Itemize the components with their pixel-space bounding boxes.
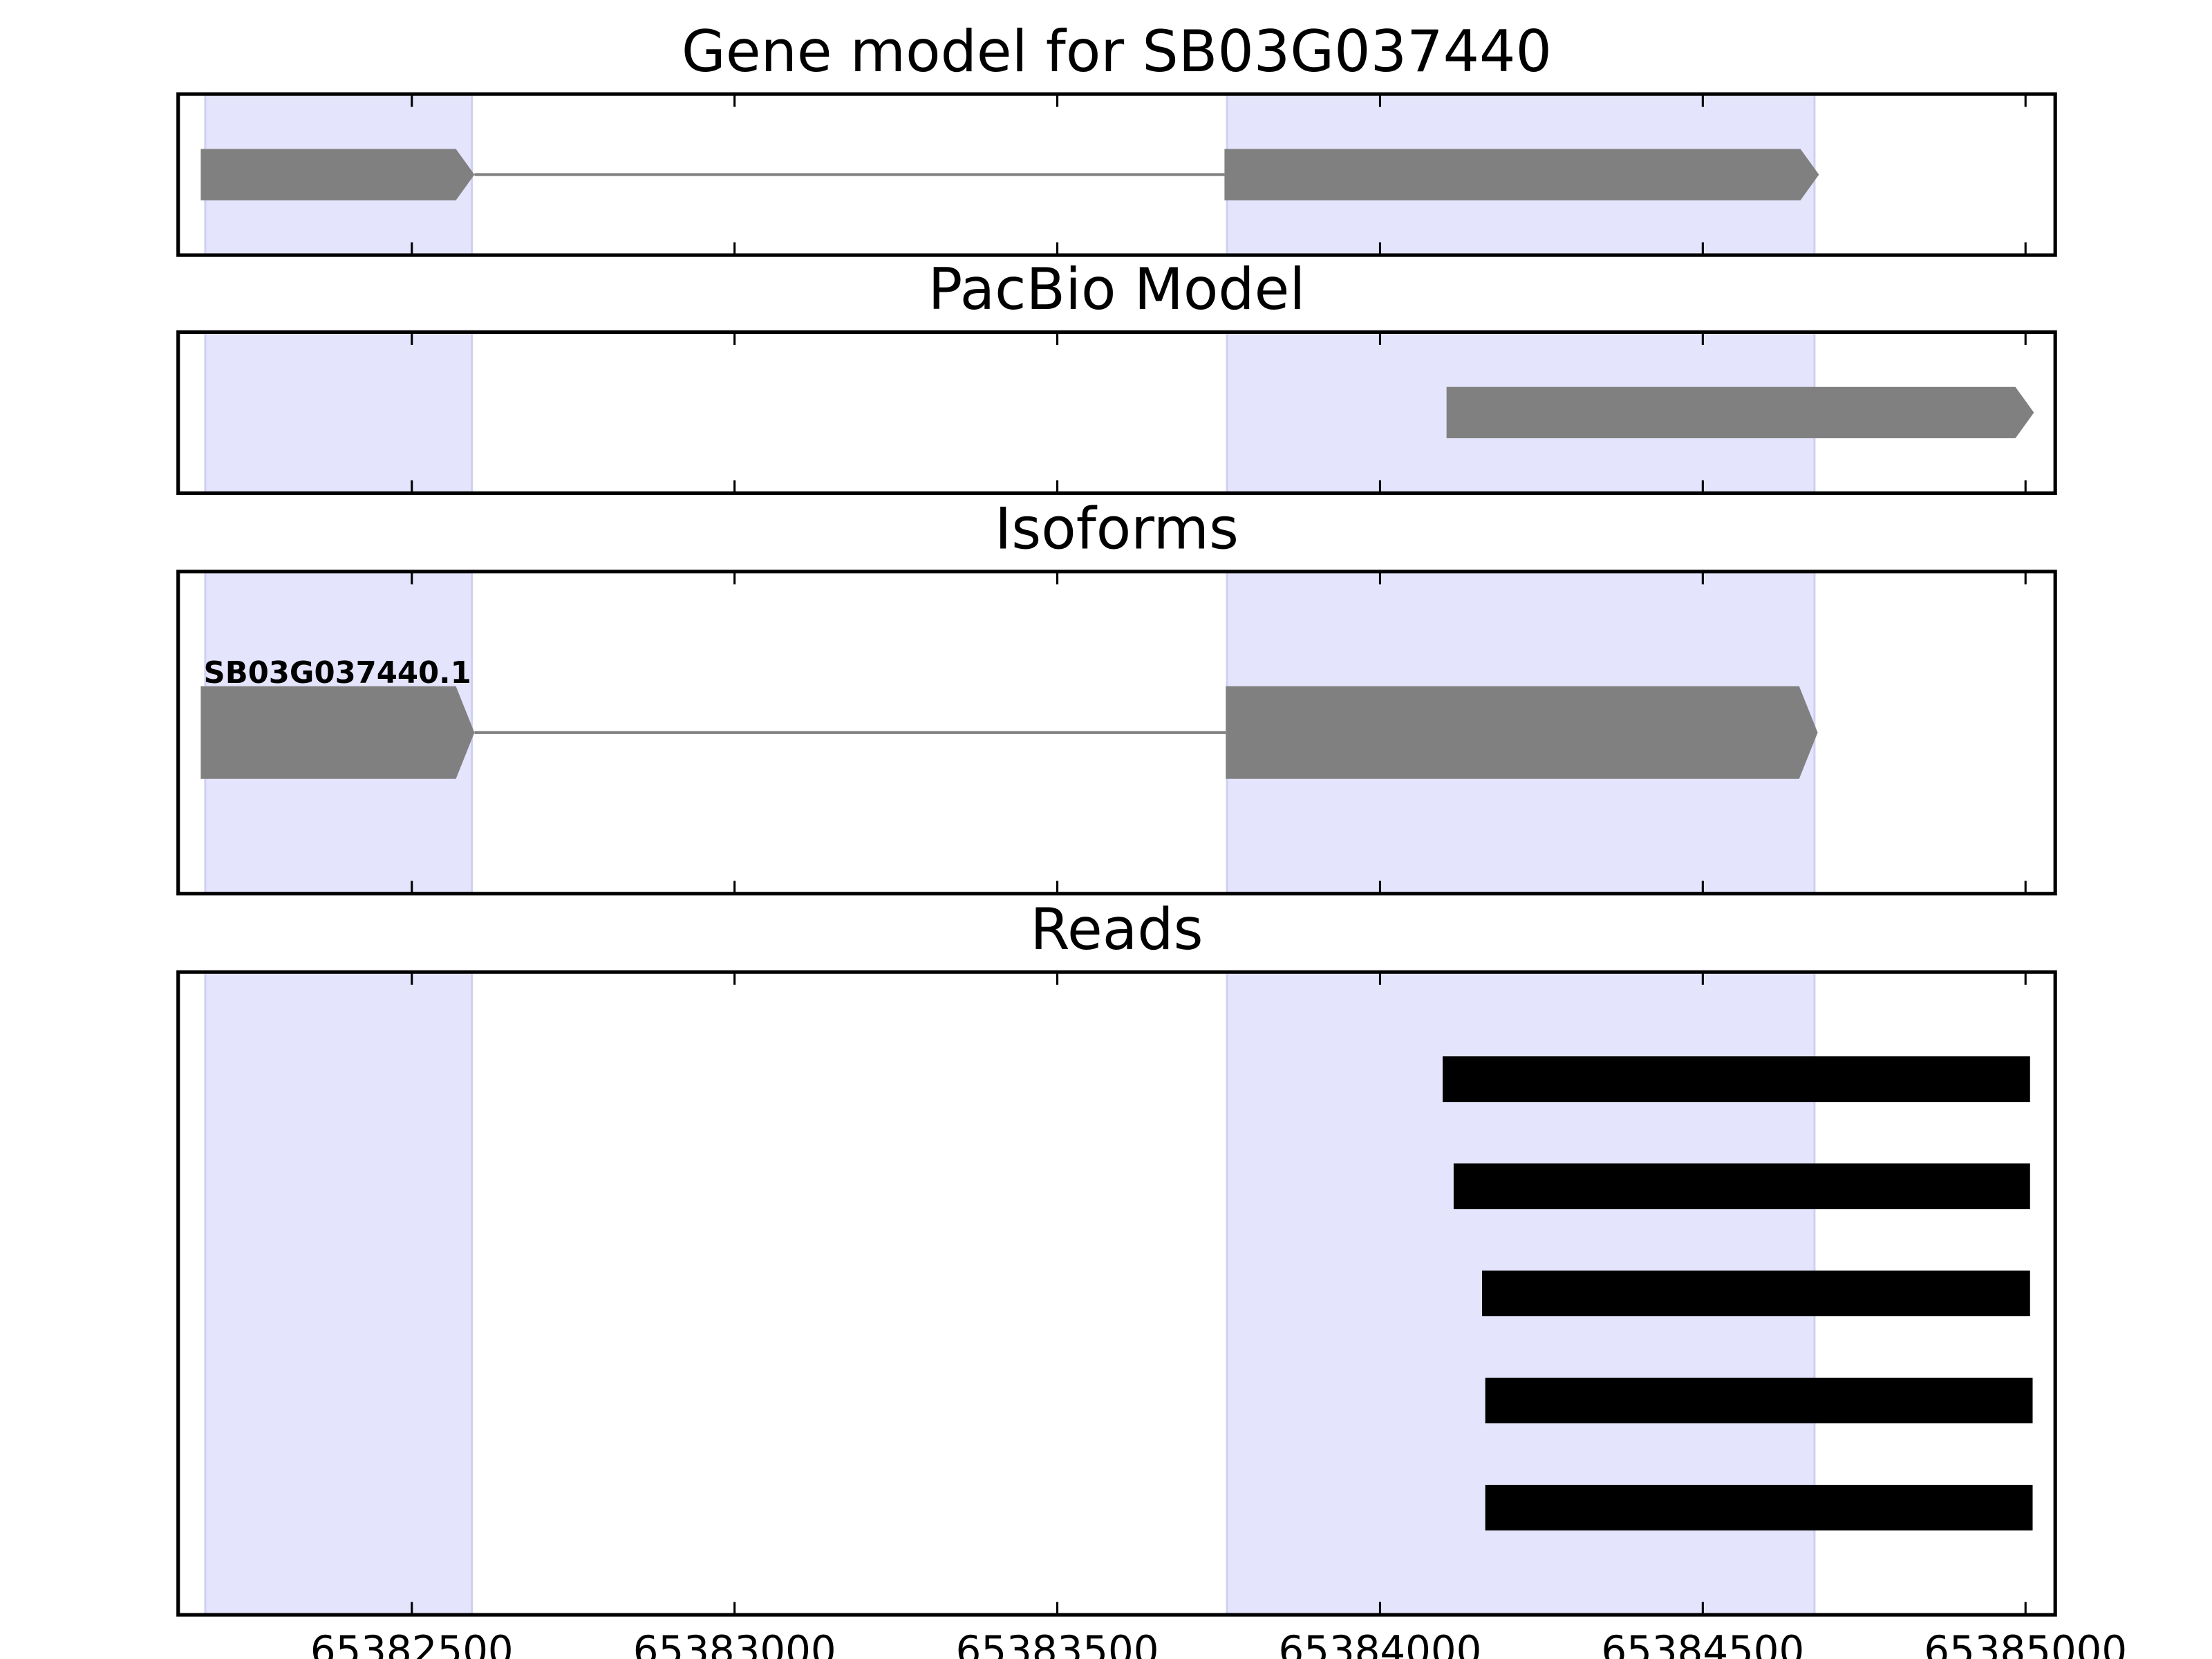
highlight-region	[204, 330, 474, 494]
read	[1443, 1056, 2030, 1103]
read	[1485, 1485, 2033, 1531]
panel-frame	[176, 330, 2057, 495]
highlight-region	[204, 971, 474, 1616]
panel-title: Reads	[1030, 897, 1203, 963]
panel-title: PacBio Model	[928, 256, 1306, 323]
panel-frame	[176, 970, 2057, 1617]
x-tick-label: 65385000	[1924, 1627, 2127, 1659]
exon	[1226, 686, 1818, 779]
exon	[1224, 149, 1819, 200]
exon	[1446, 386, 2034, 439]
x-tick-label: 65383500	[956, 1627, 1159, 1659]
exon	[200, 686, 475, 779]
panel-title: Gene model for SB03G037440	[682, 19, 1552, 85]
read	[1481, 1271, 2030, 1317]
panel-frame	[176, 570, 2057, 896]
read	[1485, 1378, 2033, 1424]
x-tick-label: 65384000	[1279, 1627, 1482, 1659]
exon	[200, 149, 475, 200]
x-tick-label: 65384500	[1601, 1627, 1804, 1659]
isoform-label: SB03G037440.1	[204, 656, 471, 691]
panel-title: Isoforms	[995, 496, 1239, 563]
x-tick-label: 65382500	[310, 1627, 514, 1659]
read	[1453, 1163, 2030, 1210]
x-tick-label: 65383000	[633, 1627, 836, 1659]
panel-frame	[176, 92, 2057, 257]
